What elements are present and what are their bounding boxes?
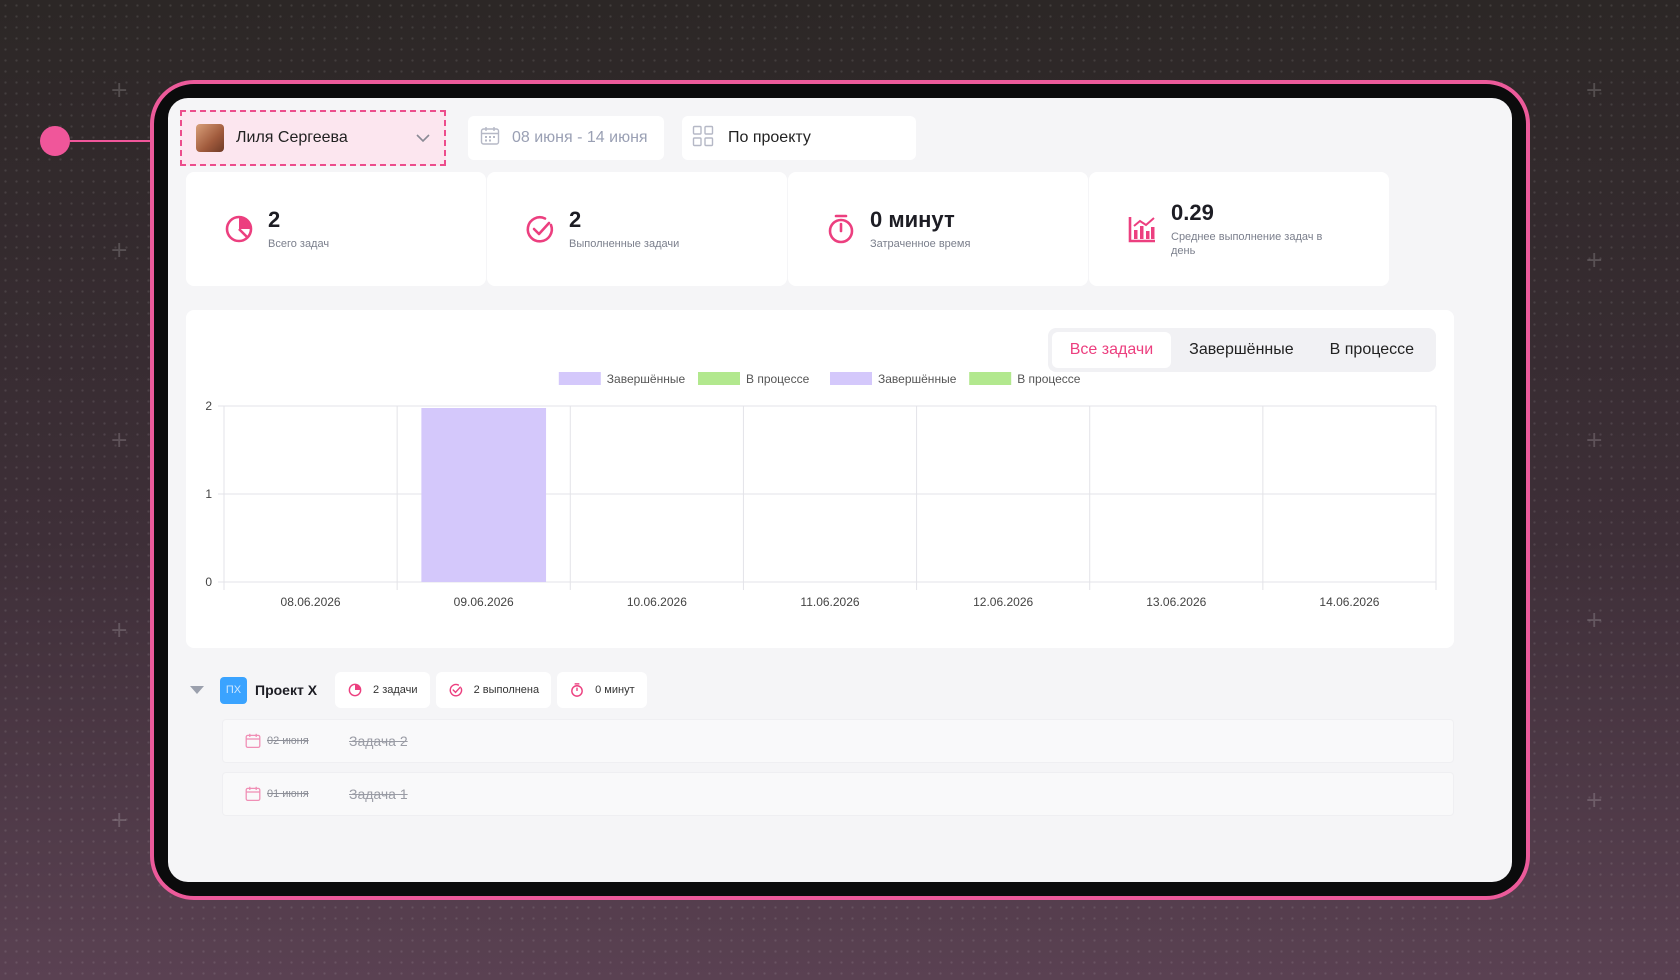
- plus-decoration: +: [110, 78, 129, 103]
- tab-all[interactable]: Все задачи: [1051, 332, 1172, 368]
- chip-label: 2 выполнена: [473, 684, 540, 696]
- y-tick-label: 2: [205, 399, 212, 413]
- stat-card-total: 2 Всего задач: [186, 172, 486, 286]
- stat-label: Среднее выполнение задач в день: [1171, 231, 1323, 257]
- plus-decoration: +: [1585, 788, 1604, 813]
- legend-swatch: [830, 372, 872, 385]
- stat-value: 2: [268, 206, 281, 232]
- project-time-chip: 0 минут: [557, 672, 647, 708]
- tab-in-progress[interactable]: В процессе: [1329, 341, 1414, 358]
- check-circle-icon: [526, 216, 554, 243]
- task-date: 01 июня: [267, 788, 309, 800]
- stopwatch-icon: [828, 214, 854, 244]
- group-by-label: По проекту: [728, 129, 811, 146]
- plus-decoration: +: [110, 238, 129, 263]
- project-header: ПХ Проект Х 2 задачи 2 выполнена 0 минут: [190, 672, 653, 708]
- check-circle-icon: [449, 683, 462, 697]
- stat-label: Выполненные задачи: [569, 237, 680, 250]
- legend-label: Завершённые: [878, 372, 957, 386]
- grid-icon: [692, 125, 714, 152]
- group-by-select[interactable]: По проекту: [682, 116, 916, 160]
- x-tick-label: 12.06.2026: [973, 595, 1033, 609]
- chip-label: 0 минут: [595, 684, 635, 696]
- stat-card-average: 0.29 Среднее выполнение задач в день: [1089, 172, 1389, 286]
- chart-panel: 0 1 2 08.06.2026 09.06.2026 10.06.2026 11.06.2…: [186, 310, 1454, 648]
- user-select[interactable]: Лиля Сергеева: [180, 110, 446, 166]
- task-row[interactable]: 01 июня Задача 1: [222, 772, 1454, 816]
- callout-marker: [40, 126, 70, 156]
- pie-chart-icon: [348, 683, 362, 697]
- legend-swatch: [698, 372, 740, 385]
- bar-chart-icon: [1128, 217, 1155, 243]
- x-tick-label: 13.06.2026: [1146, 595, 1206, 609]
- project-name[interactable]: Проект Х: [255, 682, 318, 698]
- tasks-bar-chart: 0 1 2 08.06.2026 09.06.2026 10.06.2026 11.06.2…: [205, 372, 1437, 609]
- legend-label: В процессе: [746, 372, 810, 386]
- stat-value: 2: [569, 206, 582, 232]
- stat-label: Всего задач: [268, 237, 330, 250]
- y-tick-label: 0: [205, 575, 212, 589]
- x-tick-label: 14.06.2026: [1319, 595, 1379, 609]
- calendar-icon: [245, 786, 261, 802]
- stat-value: 0.29: [1171, 200, 1214, 226]
- calendar-icon: [245, 733, 261, 749]
- task-filter-tabs: Все задачи Завершённые В процессе: [1047, 328, 1436, 372]
- collapse-caret-icon[interactable]: [190, 686, 204, 694]
- avatar: [196, 124, 224, 152]
- legend-label: Завершённые: [607, 372, 686, 386]
- stat-label: Затраченное время: [870, 237, 971, 250]
- y-tick-label: 1: [205, 487, 212, 501]
- plus-decoration: +: [1585, 78, 1604, 103]
- stat-value: 0 минут: [870, 206, 955, 232]
- x-tick-label: 08.06.2026: [281, 595, 341, 609]
- stopwatch-icon: [571, 683, 584, 697]
- task-date: 02 июня: [267, 735, 309, 747]
- app-screen: Лиля Сергеева 08 июня - 14 июня По проек…: [168, 98, 1512, 882]
- stat-card-time: 0 минут Затраченное время: [788, 172, 1088, 286]
- plus-decoration: +: [1585, 428, 1604, 453]
- task-name: Задача 1: [349, 786, 408, 802]
- user-name: Лиля Сергеева: [236, 129, 348, 146]
- legend-swatch: [558, 372, 601, 385]
- plus-decoration: +: [110, 618, 129, 643]
- task-row[interactable]: 02 июня Задача 2: [222, 719, 1454, 763]
- project-badge: ПХ: [220, 676, 247, 704]
- callout-line: [70, 140, 176, 142]
- x-tick-label: 10.06.2026: [627, 595, 687, 609]
- tab-completed[interactable]: Завершённые: [1189, 341, 1294, 358]
- project-tasks-chip: 2 задачи: [335, 672, 430, 708]
- date-range-label: 08 июня - 14 июня: [512, 129, 648, 146]
- legend-swatch: [969, 372, 1012, 385]
- calendar-icon: [480, 126, 500, 151]
- pie-chart-icon: [225, 215, 253, 243]
- stat-card-done: 2 Выполненные задачи: [487, 172, 787, 286]
- date-range-picker[interactable]: 08 июня - 14 июня: [468, 116, 664, 160]
- plus-decoration: +: [110, 428, 129, 453]
- chip-label: 2 задачи: [373, 684, 418, 696]
- bar: [421, 408, 547, 582]
- task-name: Задача 2: [349, 733, 408, 749]
- x-tick-label: 11.06.2026: [800, 595, 859, 609]
- plus-decoration: +: [1585, 608, 1604, 633]
- chevron-down-icon: [416, 130, 430, 146]
- x-tick-label: 09.06.2026: [454, 595, 514, 609]
- project-done-chip: 2 выполнена: [435, 672, 552, 708]
- plus-decoration: +: [1585, 248, 1604, 273]
- legend-label: В процессе: [1017, 372, 1081, 386]
- plus-decoration: +: [110, 808, 129, 833]
